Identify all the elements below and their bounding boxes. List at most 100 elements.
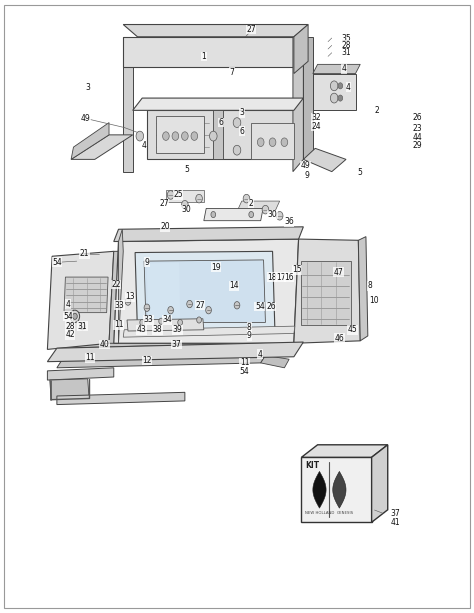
Text: 17: 17 xyxy=(276,273,285,281)
Text: 13: 13 xyxy=(125,292,135,301)
Circle shape xyxy=(233,118,241,128)
Polygon shape xyxy=(57,392,185,405)
Text: 49: 49 xyxy=(301,161,310,170)
Circle shape xyxy=(73,313,77,319)
Circle shape xyxy=(196,194,202,203)
Text: 18: 18 xyxy=(267,273,277,281)
Text: 2: 2 xyxy=(249,199,254,208)
Text: 12: 12 xyxy=(142,356,152,365)
Polygon shape xyxy=(166,190,204,202)
Text: KIT: KIT xyxy=(305,461,319,470)
Text: 34: 34 xyxy=(162,316,172,324)
Circle shape xyxy=(338,95,343,101)
Polygon shape xyxy=(261,356,289,368)
Polygon shape xyxy=(57,337,303,348)
Polygon shape xyxy=(303,148,346,172)
Text: 33: 33 xyxy=(115,301,124,310)
Circle shape xyxy=(144,304,150,311)
Circle shape xyxy=(233,145,241,155)
Circle shape xyxy=(70,310,80,322)
Polygon shape xyxy=(313,471,326,508)
Text: 54: 54 xyxy=(255,302,264,311)
Text: 16: 16 xyxy=(284,273,294,281)
Circle shape xyxy=(182,132,188,140)
Text: 4: 4 xyxy=(141,142,146,150)
Circle shape xyxy=(330,81,338,91)
Polygon shape xyxy=(301,261,351,325)
Polygon shape xyxy=(313,74,356,110)
Text: 31: 31 xyxy=(341,48,351,57)
Polygon shape xyxy=(123,326,295,337)
Polygon shape xyxy=(135,251,275,331)
Text: 28: 28 xyxy=(65,322,75,330)
Text: 38: 38 xyxy=(153,326,162,334)
Text: 4: 4 xyxy=(65,300,70,308)
Circle shape xyxy=(330,93,338,103)
Polygon shape xyxy=(114,227,303,242)
Polygon shape xyxy=(123,37,133,172)
Text: 23: 23 xyxy=(412,124,422,133)
Polygon shape xyxy=(294,25,308,74)
Text: 3: 3 xyxy=(239,109,244,117)
Text: 36: 36 xyxy=(284,218,294,226)
Text: 15: 15 xyxy=(292,265,301,274)
Polygon shape xyxy=(147,110,294,159)
Text: 27: 27 xyxy=(195,301,205,310)
Text: 27: 27 xyxy=(246,25,256,34)
Polygon shape xyxy=(109,251,123,343)
Text: 11: 11 xyxy=(114,321,123,329)
Polygon shape xyxy=(358,237,368,341)
Circle shape xyxy=(206,306,211,314)
Text: 27: 27 xyxy=(159,199,169,208)
Text: 4: 4 xyxy=(346,83,351,91)
Text: GENESIS: GENESIS xyxy=(337,511,354,515)
Text: 7: 7 xyxy=(230,68,235,77)
Text: 11: 11 xyxy=(240,359,249,367)
Polygon shape xyxy=(301,445,388,457)
Circle shape xyxy=(163,132,169,140)
Text: 6: 6 xyxy=(239,127,244,135)
Text: 9: 9 xyxy=(145,258,149,267)
Text: 9: 9 xyxy=(247,332,252,340)
Text: 5: 5 xyxy=(185,165,190,173)
Circle shape xyxy=(257,138,264,147)
Polygon shape xyxy=(294,239,360,343)
Circle shape xyxy=(172,132,179,140)
Text: 9: 9 xyxy=(305,171,310,180)
Text: 21: 21 xyxy=(80,249,89,258)
Text: 37: 37 xyxy=(391,509,401,518)
Circle shape xyxy=(211,211,216,218)
Text: 41: 41 xyxy=(391,518,400,527)
Text: 29: 29 xyxy=(412,142,422,150)
Polygon shape xyxy=(50,379,89,400)
Text: 14: 14 xyxy=(229,281,239,290)
Polygon shape xyxy=(204,208,263,221)
Polygon shape xyxy=(313,64,360,74)
Polygon shape xyxy=(71,123,109,159)
Text: 5: 5 xyxy=(358,169,363,177)
Text: 54: 54 xyxy=(63,312,73,321)
Text: 4: 4 xyxy=(341,64,346,73)
Polygon shape xyxy=(71,135,133,159)
Text: 30: 30 xyxy=(268,210,277,219)
Polygon shape xyxy=(47,342,303,362)
Text: 54: 54 xyxy=(52,258,62,267)
Circle shape xyxy=(178,319,182,326)
Circle shape xyxy=(243,194,250,203)
Circle shape xyxy=(234,302,240,309)
Polygon shape xyxy=(301,457,372,522)
Polygon shape xyxy=(123,25,308,37)
Circle shape xyxy=(197,317,201,323)
Text: 2: 2 xyxy=(374,106,379,115)
Text: 8: 8 xyxy=(247,323,252,332)
Text: 20: 20 xyxy=(160,223,170,231)
Circle shape xyxy=(168,306,173,314)
Text: 11: 11 xyxy=(85,354,95,362)
Text: 10: 10 xyxy=(370,296,379,305)
Circle shape xyxy=(125,298,131,305)
Polygon shape xyxy=(251,123,294,159)
Text: 30: 30 xyxy=(181,205,191,214)
Text: 22: 22 xyxy=(111,280,121,289)
Text: 37: 37 xyxy=(172,340,181,349)
Text: 28: 28 xyxy=(341,41,351,50)
